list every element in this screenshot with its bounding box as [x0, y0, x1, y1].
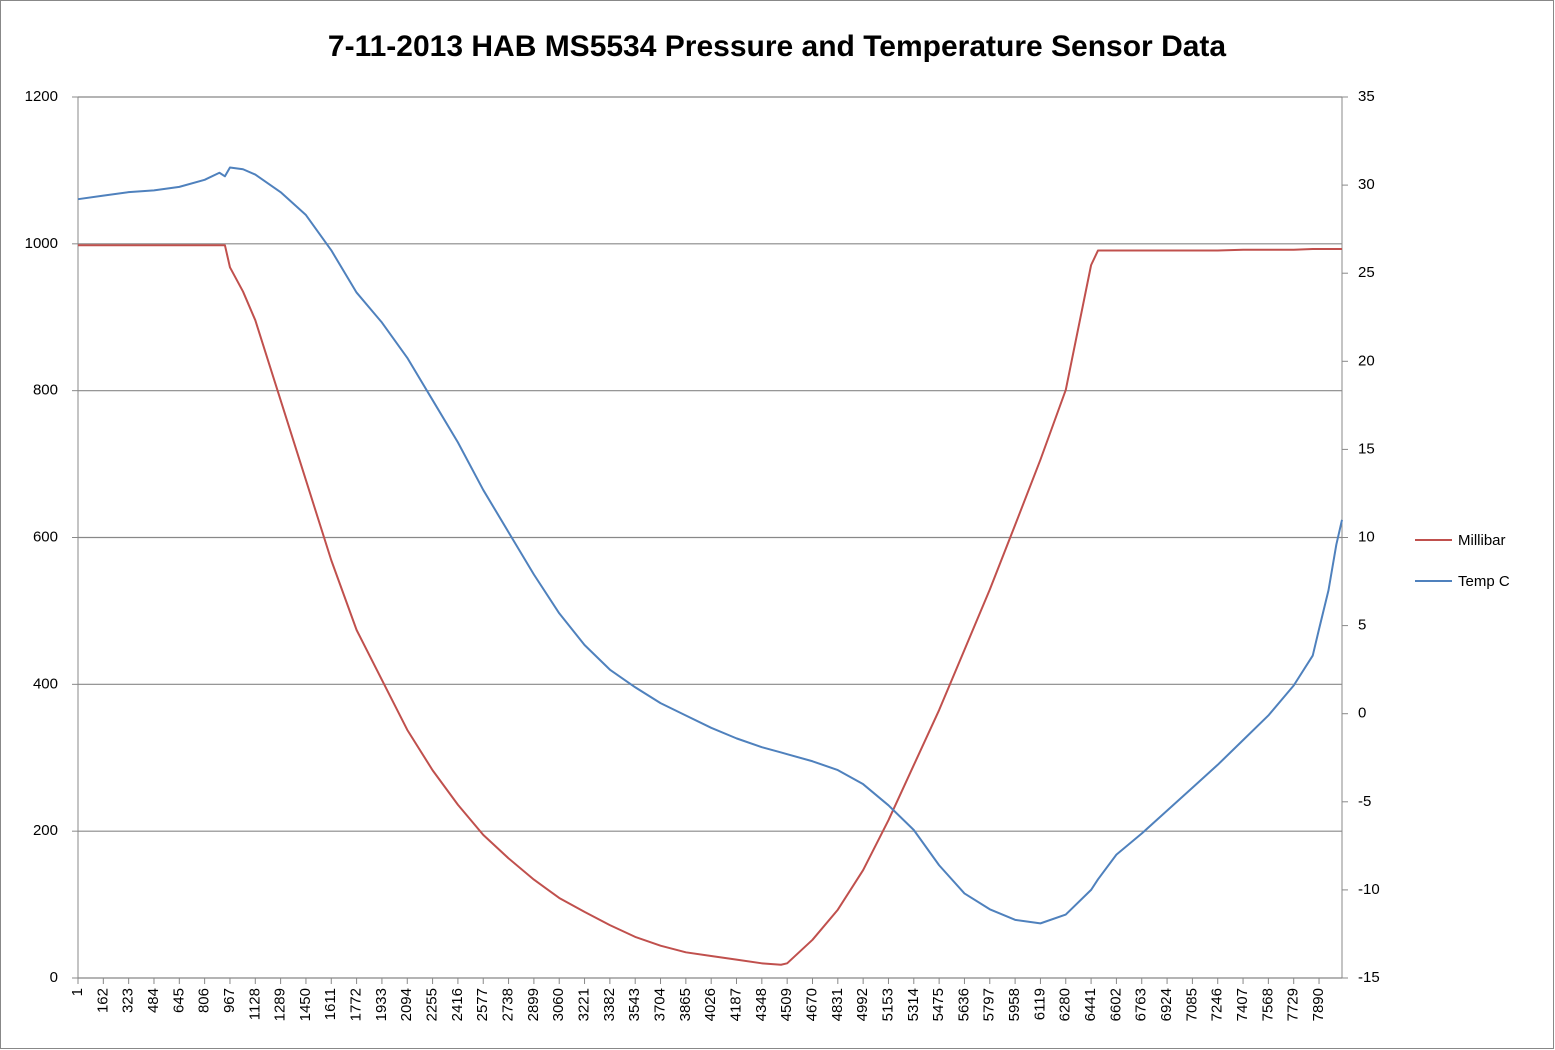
x-tick-label: 2094 — [398, 988, 415, 1021]
y2-tick-label: 35 — [1358, 88, 1375, 105]
x-tick-label: 2416 — [449, 988, 466, 1021]
x-tick-label: 3865 — [677, 988, 694, 1021]
x-tick-label: 7407 — [1234, 988, 1251, 1021]
x-tick-label: 7890 — [1310, 988, 1327, 1021]
x-tick-label: 806 — [196, 988, 213, 1013]
y-tick-label: 400 — [33, 675, 58, 692]
x-tick-label: 4187 — [727, 988, 744, 1021]
x-tick-label: 6924 — [1158, 988, 1175, 1021]
x-tick-label: 3060 — [550, 988, 567, 1021]
y-tick-label: 1200 — [25, 88, 58, 105]
y2-tick-label: 5 — [1358, 617, 1366, 634]
x-tick-label: 5475 — [930, 988, 947, 1021]
y2-tick-label: 10 — [1358, 528, 1375, 545]
x-tick-label: 7568 — [1259, 988, 1276, 1021]
x-tick-label: 6602 — [1107, 988, 1124, 1021]
x-tick-label: 7729 — [1285, 988, 1302, 1021]
x-tick-label: 1 — [69, 988, 86, 996]
y2-tick-label: 30 — [1358, 176, 1375, 193]
x-tick-label: 4026 — [702, 988, 719, 1021]
x-tick-label: 1611 — [322, 988, 339, 1020]
y-tick-label: 600 — [33, 528, 58, 545]
x-tick-label: 5314 — [905, 988, 922, 1021]
x-tick-label: 6763 — [1133, 988, 1150, 1021]
y2-tick-label: 25 — [1358, 264, 1375, 281]
x-tick-label: 162 — [94, 988, 111, 1013]
y2-tick-label: -15 — [1358, 969, 1380, 986]
chart-title: 7-11-2013 HAB MS5534 Pressure and Temper… — [328, 30, 1226, 63]
x-tick-label: 3382 — [601, 988, 618, 1021]
x-tick-label: 967 — [221, 988, 238, 1013]
x-tick-label: 1450 — [297, 988, 314, 1021]
x-tick-label: 6119 — [1031, 988, 1048, 1020]
x-tick-label: 645 — [170, 988, 187, 1013]
x-tick-label: 6280 — [1057, 988, 1074, 1021]
y-tick-label: 0 — [50, 969, 58, 986]
x-tick-label: 5153 — [879, 988, 896, 1021]
x-tick-label: 4670 — [803, 988, 820, 1021]
y2-tick-label: -10 — [1358, 881, 1380, 898]
y2-tick-label: 15 — [1358, 440, 1375, 457]
legend-label: Temp C — [1458, 573, 1510, 590]
y2-tick-label: -5 — [1358, 793, 1371, 810]
y2-tick-label: 20 — [1358, 352, 1375, 369]
y-tick-label: 1000 — [25, 235, 58, 252]
y2-tick-label: 0 — [1358, 705, 1366, 722]
x-tick-label: 323 — [120, 988, 137, 1013]
x-tick-label: 2899 — [525, 988, 542, 1021]
x-tick-label: 1289 — [272, 988, 289, 1021]
x-tick-label: 3221 — [576, 988, 593, 1021]
x-tick-label: 4831 — [829, 988, 846, 1021]
x-tick-label: 4348 — [753, 988, 770, 1021]
x-tick-label: 2738 — [500, 988, 517, 1021]
x-tick-label: 2255 — [424, 988, 441, 1021]
x-tick-label: 484 — [145, 988, 162, 1013]
x-tick-label: 1128 — [246, 988, 263, 1020]
x-tick-label: 3704 — [651, 988, 668, 1021]
x-tick-label: 2577 — [474, 988, 491, 1021]
x-tick-label: 1933 — [373, 988, 390, 1021]
x-tick-label: 4509 — [778, 988, 795, 1021]
x-tick-label: 6441 — [1082, 988, 1099, 1021]
x-tick-label: 5636 — [955, 988, 972, 1021]
x-tick-label: 4992 — [854, 988, 871, 1021]
x-tick-label: 7246 — [1209, 988, 1226, 1021]
series-line — [77, 166, 1343, 925]
x-tick-label: 1772 — [348, 988, 365, 1021]
x-tick-label: 5958 — [1006, 988, 1023, 1021]
x-tick-label: 3543 — [626, 988, 643, 1021]
series-line — [78, 244, 1342, 966]
y-tick-label: 800 — [33, 382, 58, 399]
legend-label: Millibar — [1458, 532, 1506, 549]
y-tick-label: 200 — [33, 822, 58, 839]
x-tick-label: 5797 — [981, 988, 998, 1021]
x-tick-label: 7085 — [1183, 988, 1200, 1021]
